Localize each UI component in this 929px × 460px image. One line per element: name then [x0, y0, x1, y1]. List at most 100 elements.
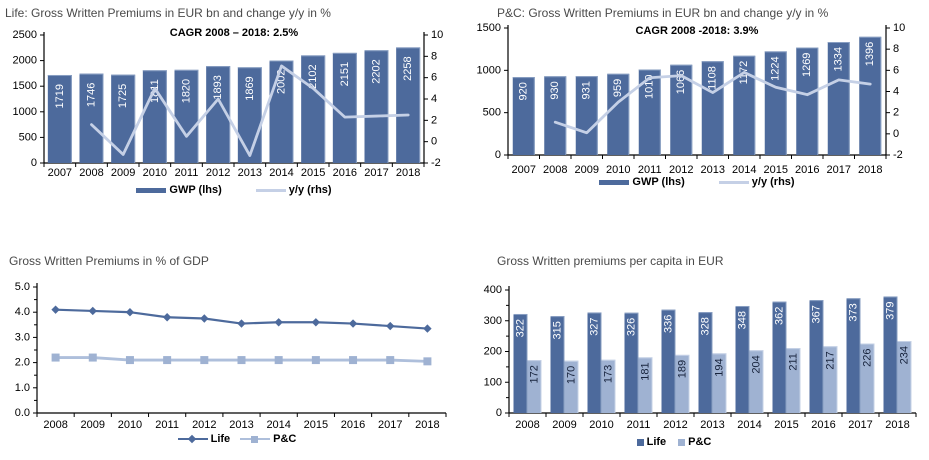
- yy-change-line: [90, 64, 410, 157]
- svg-text:204: 204: [751, 355, 763, 373]
- svg-text:2013: 2013: [701, 164, 725, 176]
- legend-label-yy: y/y (rhs): [288, 184, 332, 196]
- gwp-bars: 1719 1746 1725 1811 1820 1893 1869 2002 2102 2151…: [47, 47, 421, 164]
- svg-text:2015: 2015: [304, 419, 328, 431]
- svg-text:2013: 2013: [238, 167, 262, 179]
- pc-square-swatch: [678, 438, 686, 446]
- svg-text:2012: 2012: [206, 167, 230, 179]
- svg-text:172: 172: [529, 365, 541, 383]
- svg-text:170: 170: [566, 366, 578, 384]
- svg-text:0: 0: [495, 149, 501, 161]
- svg-text:2009: 2009: [81, 419, 105, 431]
- svg-text:2008: 2008: [79, 167, 103, 179]
- legend-label-pc: P&C: [688, 436, 712, 448]
- svg-text:2011: 2011: [155, 419, 179, 431]
- svg-text:2008: 2008: [43, 419, 67, 431]
- svg-text:1000: 1000: [13, 106, 37, 118]
- svg-text:2013: 2013: [700, 419, 724, 431]
- svg-text:2014: 2014: [269, 167, 293, 179]
- per-capita-bars: 322 172 315 170 327 173 326 181 336 189 328 194 348 2…: [513, 296, 912, 413]
- svg-text:4: 4: [893, 86, 899, 98]
- svg-text:2102: 2102: [307, 64, 319, 88]
- svg-text:931: 931: [581, 81, 593, 99]
- svg-text:315: 315: [552, 321, 564, 339]
- yy-line-swatch: [718, 180, 749, 184]
- gwp-line-swatch: [599, 179, 630, 185]
- svg-text:2007: 2007: [48, 167, 72, 179]
- gwp-line-swatch: [136, 187, 167, 193]
- svg-text:2017: 2017: [378, 419, 402, 431]
- svg-text:2018: 2018: [396, 167, 420, 179]
- legend-label-pc: P&C: [273, 433, 297, 445]
- svg-text:1224: 1224: [770, 56, 782, 80]
- legend-item-yy: y/y (rhs): [255, 184, 332, 196]
- svg-text:2007: 2007: [512, 164, 536, 176]
- svg-text:930: 930: [549, 81, 561, 99]
- svg-text:2012: 2012: [669, 164, 693, 176]
- svg-text:0: 0: [496, 407, 502, 419]
- svg-text:200: 200: [484, 346, 502, 358]
- cagr-annotation-pc: CAGR 2008 -2018: 3.9%: [635, 25, 759, 37]
- svg-text:322: 322: [515, 319, 527, 337]
- svg-text:1893: 1893: [212, 75, 224, 99]
- svg-text:1108: 1108: [707, 66, 719, 90]
- svg-text:2011: 2011: [175, 167, 199, 179]
- svg-text:2202: 2202: [371, 59, 383, 83]
- svg-text:1500: 1500: [477, 22, 501, 34]
- svg-text:2016: 2016: [333, 167, 357, 179]
- svg-text:1869: 1869: [244, 76, 256, 100]
- svg-text:226: 226: [862, 349, 874, 367]
- svg-text:6: 6: [431, 72, 437, 84]
- legend-life-gwp: GWP (lhs) y/y (rhs): [44, 184, 424, 196]
- svg-text:2017: 2017: [827, 164, 851, 176]
- svg-text:2011: 2011: [627, 419, 651, 431]
- svg-text:8: 8: [431, 50, 437, 62]
- chart-panel-pc-gwp: 0 500 1000 1500 -2 0 2 4 6 8 10 2007 2008 2009 2010 201…: [464, 0, 929, 230]
- svg-text:328: 328: [700, 317, 712, 335]
- axes: 0 500 1000 1500 -2 0 2 4 6 8 10 2007 2008 2009 2010 201…: [477, 22, 906, 176]
- svg-text:0: 0: [31, 157, 37, 169]
- svg-text:2009: 2009: [552, 419, 576, 431]
- chart-title-life-gwp: Life: Gross Written Premiums in EUR bn a…: [5, 6, 331, 20]
- svg-text:2016: 2016: [795, 164, 819, 176]
- svg-text:4: 4: [431, 93, 437, 105]
- svg-text:2010: 2010: [143, 167, 167, 179]
- svg-text:348: 348: [737, 311, 749, 329]
- svg-text:0: 0: [893, 128, 899, 140]
- svg-text:5.0: 5.0: [15, 281, 30, 293]
- legend-label-gwp: GWP (lhs): [169, 184, 222, 196]
- cagr-annotation-life: CAGR 2008 – 2018: 2.5%: [169, 27, 299, 39]
- svg-text:0: 0: [431, 136, 437, 148]
- svg-text:2013: 2013: [229, 419, 253, 431]
- svg-text:100: 100: [484, 376, 502, 388]
- life-square-swatch: [636, 438, 644, 446]
- life-line-swatch: [177, 434, 208, 444]
- svg-text:173: 173: [603, 365, 615, 383]
- svg-text:2000: 2000: [13, 55, 37, 67]
- legend-label-gwp: GWP (lhs): [632, 176, 685, 188]
- svg-text:2008: 2008: [515, 419, 539, 431]
- svg-text:3.0: 3.0: [15, 331, 30, 343]
- svg-text:2: 2: [893, 107, 899, 119]
- per-capita-bar-chart: 0 100 200 300 400 2008 2009 2010 2011 2012 2013 201…: [484, 284, 917, 431]
- svg-text:1746: 1746: [86, 83, 98, 107]
- svg-text:373: 373: [848, 303, 860, 321]
- svg-text:2258: 2258: [402, 56, 414, 80]
- svg-text:1066: 1066: [675, 70, 687, 94]
- chart-panel-life-gwp: 0 500 1000 1500 2000 2500 -2 0 2 4 6 8 10 2007 2008 200…: [0, 0, 464, 230]
- legend-label-life: Life: [646, 436, 667, 448]
- svg-text:2018: 2018: [415, 419, 439, 431]
- chart-panel-per-capita: 0 100 200 300 400 2008 2009 2010 2011 2012 2013 201…: [464, 230, 929, 460]
- svg-text:-2: -2: [893, 149, 903, 161]
- svg-text:2015: 2015: [301, 167, 325, 179]
- svg-text:2012: 2012: [192, 419, 216, 431]
- svg-text:2015: 2015: [774, 419, 798, 431]
- svg-text:2017: 2017: [848, 419, 872, 431]
- svg-text:959: 959: [612, 79, 624, 97]
- svg-text:211: 211: [788, 353, 800, 371]
- svg-text:1500: 1500: [13, 80, 37, 92]
- yy-change-line: [553, 71, 872, 135]
- legend-item-yy: y/y (rhs): [718, 176, 795, 188]
- legend-pc-gwp: GWP (lhs) y/y (rhs): [508, 176, 886, 188]
